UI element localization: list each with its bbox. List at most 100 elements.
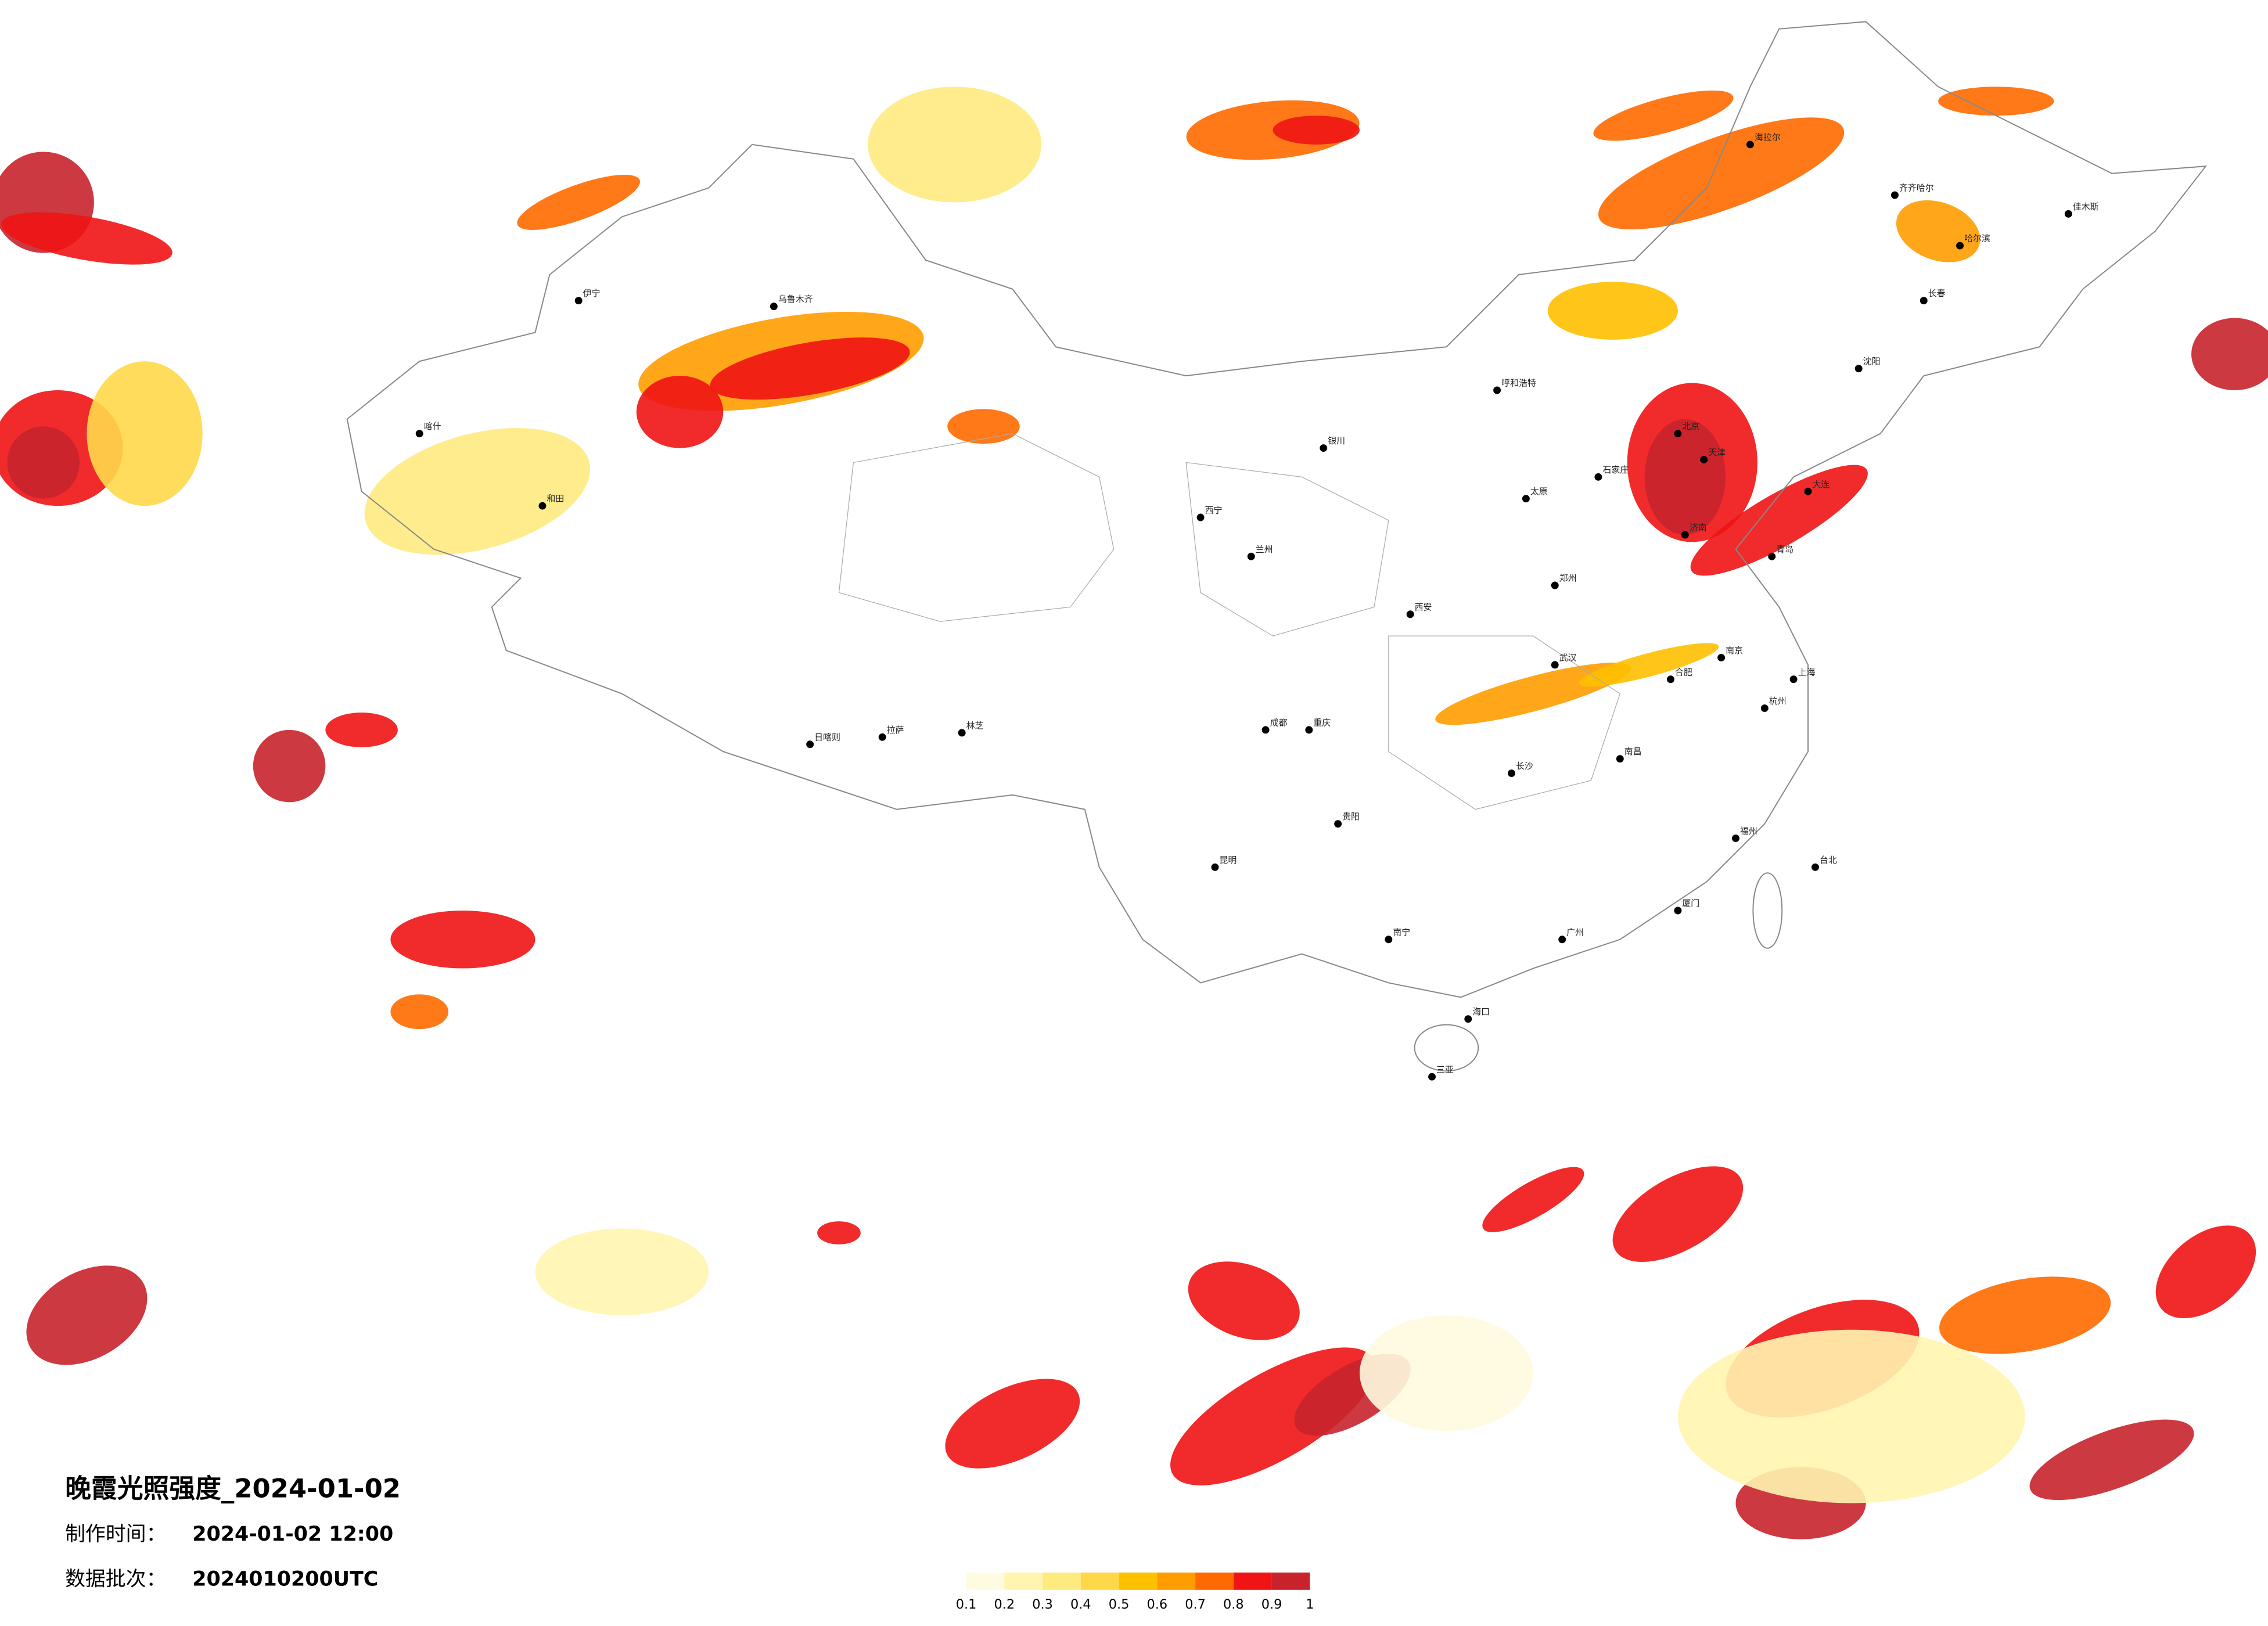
intensity-patch — [1598, 117, 1845, 230]
legend-tick-label: 0.5 — [1109, 1597, 1130, 1612]
intensity-patch — [710, 337, 910, 400]
city-label: 杭州 — [1769, 696, 1787, 706]
intensity-patch — [1273, 116, 1360, 145]
city-dot — [1334, 820, 1342, 828]
city-dot — [1789, 675, 1798, 684]
legend-tick-label: 0.9 — [1261, 1597, 1282, 1612]
legend-tick-label: 0.8 — [1223, 1597, 1244, 1612]
intensity-patch — [1677, 1329, 2025, 1503]
taiwan-outline — [1752, 872, 1783, 949]
city-label: 大连 — [1813, 479, 1830, 490]
city-dot — [1674, 906, 1682, 915]
city-dot — [1196, 513, 1205, 521]
city-label: 哈尔滨 — [1964, 233, 1990, 244]
city-label: 齐齐哈尔 — [1899, 183, 1934, 193]
city-dot — [1811, 863, 1819, 871]
city-label: 拉萨 — [887, 725, 904, 735]
intensity-patch — [1939, 1276, 2111, 1354]
city-dot — [2064, 210, 2072, 218]
city-label: 呼和浩特 — [1501, 378, 1536, 388]
city-label: 伊宁 — [583, 288, 601, 298]
city-dot — [806, 740, 814, 749]
intensity-patch — [535, 1228, 709, 1315]
legend-tick-label: 0.3 — [1032, 1597, 1053, 1612]
city-dot — [1760, 704, 1769, 713]
legend-tick-label: 0.6 — [1147, 1597, 1168, 1612]
intensity-patch — [1547, 282, 1678, 340]
legend-tick-label: 1 — [1306, 1597, 1314, 1612]
legend-swatch — [1271, 1572, 1310, 1590]
intensity-patch — [1186, 100, 1360, 160]
city-label: 武汉 — [1559, 652, 1577, 663]
city-label: 长沙 — [1516, 761, 1533, 771]
city-label: 福州 — [1740, 826, 1757, 836]
city-label: 济南 — [1690, 522, 1707, 533]
intensity-patch — [1360, 1315, 1533, 1431]
city-dot — [1493, 386, 1501, 394]
intensity-patch — [2155, 1225, 2256, 1319]
city-dot — [1956, 242, 1964, 250]
city-label: 海拉尔 — [1755, 132, 1781, 142]
intensity-patch — [1, 212, 172, 265]
legend-tick-label: 0.4 — [1070, 1597, 1091, 1612]
city-dot — [1920, 297, 1928, 305]
city-label: 上海 — [1798, 667, 1816, 677]
intensity-patch — [636, 376, 724, 448]
city-dot — [1674, 430, 1682, 438]
intensity-patch — [7, 426, 80, 499]
city-label: 成都 — [1270, 717, 1288, 728]
city-dot — [1558, 936, 1566, 944]
legend-swatch — [1080, 1572, 1119, 1590]
city-dot — [1464, 1015, 1472, 1023]
city-label: 南京 — [1726, 645, 1743, 656]
legend-tick-label: 0.2 — [994, 1597, 1015, 1612]
intensity-field — [0, 87, 2268, 1539]
intensity-patch — [1482, 1167, 1584, 1232]
city-label: 天津 — [1708, 447, 1726, 458]
intensity-patch — [325, 713, 398, 747]
city-dot — [1551, 581, 1559, 589]
city-label: 合肥 — [1675, 667, 1692, 677]
intensity-patch — [1188, 1261, 1300, 1340]
info-label: 制作时间： — [65, 1523, 166, 1546]
city-label: 石家庄 — [1602, 465, 1629, 475]
city-dot — [1732, 834, 1739, 843]
legend-swatch — [966, 1572, 1005, 1590]
intensity-patch — [1938, 87, 2054, 116]
intensity-patch — [2029, 1419, 2194, 1501]
city-dot — [1261, 726, 1270, 734]
intensity-patch — [253, 729, 326, 803]
city-dot — [1428, 1073, 1436, 1081]
legend-swatch — [1233, 1572, 1272, 1590]
city-label: 太原 — [1530, 486, 1548, 497]
city-label: 日喀则 — [814, 732, 840, 742]
city-label: 沈阳 — [1863, 356, 1881, 366]
city-label: 喀什 — [424, 421, 441, 431]
intensity-patch — [1644, 419, 1726, 535]
legend-tick-label: 0.1 — [956, 1597, 977, 1612]
city-dot — [1681, 531, 1689, 539]
city-dot — [1616, 755, 1624, 763]
city-label: 南宁 — [1393, 927, 1410, 937]
info-value: 2024010200UTC — [192, 1567, 378, 1591]
city-label: 兰州 — [1256, 544, 1273, 555]
legend-swatch — [1195, 1572, 1234, 1590]
city-dot — [878, 733, 886, 741]
legend-swatch — [1004, 1572, 1043, 1590]
intensity-patch — [364, 428, 591, 555]
intensity-patch — [1579, 643, 1719, 687]
city-dot — [1804, 487, 1812, 495]
city-dot — [1305, 726, 1313, 734]
city-label: 西宁 — [1205, 505, 1223, 516]
intensity-patch — [1690, 465, 1868, 576]
city-dot — [958, 729, 966, 737]
legend-swatch — [1157, 1572, 1196, 1590]
city-dot — [1508, 769, 1515, 778]
city-dot — [1551, 661, 1559, 669]
intensity-patch — [1593, 90, 1734, 141]
city-dot — [1406, 610, 1414, 618]
intensity-patch — [2191, 318, 2268, 390]
city-label: 台北 — [1820, 855, 1837, 865]
city-dot — [1854, 365, 1863, 373]
